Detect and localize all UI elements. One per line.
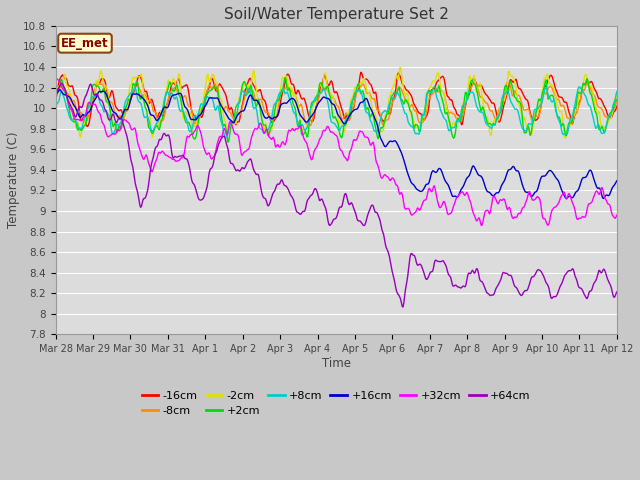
Title: Soil/Water Temperature Set 2: Soil/Water Temperature Set 2 — [224, 7, 449, 22]
Legend: -16cm, -8cm, -2cm, +2cm, +8cm, +16cm, +32cm, +64cm: -16cm, -8cm, -2cm, +2cm, +8cm, +16cm, +3… — [138, 386, 535, 420]
Y-axis label: Temperature (C): Temperature (C) — [7, 132, 20, 228]
X-axis label: Time: Time — [322, 357, 351, 370]
Text: EE_met: EE_met — [61, 36, 109, 50]
